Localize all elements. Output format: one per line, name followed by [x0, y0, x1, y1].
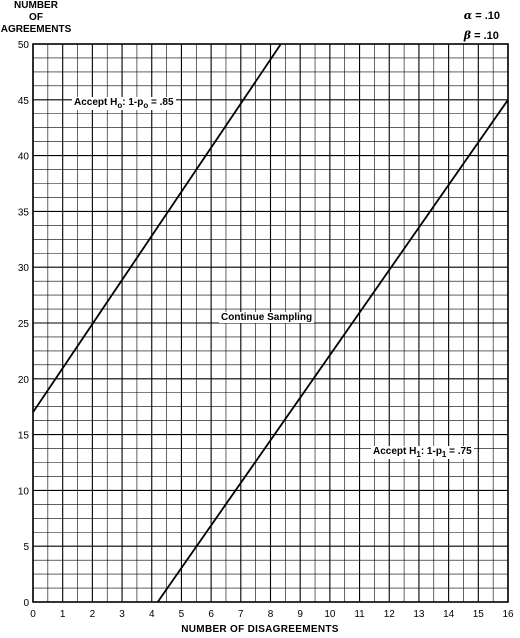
x-tick-label: 8	[268, 609, 274, 620]
accept-h0-boundary-line	[32, 43, 282, 413]
y-tick-label: 10	[18, 486, 30, 497]
x-tick-label: 10	[324, 609, 336, 620]
y-axis-label-line-3: AGREEMENTS	[0, 24, 72, 35]
y-tick-label: 25	[18, 319, 30, 330]
parameters: α = .10 β = .10	[464, 6, 500, 46]
y-tick-label: 45	[18, 96, 30, 107]
alpha-param: α = .10	[464, 6, 500, 26]
y-axis-label-line-1: NUMBER	[14, 0, 58, 11]
x-tick-label: 16	[502, 609, 514, 620]
beta-value: = .10	[474, 30, 499, 42]
y-tick-label: 0	[23, 598, 29, 609]
accept-h1-boundary-line	[156, 99, 509, 603]
plot-frame	[32, 43, 509, 603]
x-tick-label: 12	[384, 609, 396, 620]
series-lines	[32, 43, 509, 603]
beta-param: β = .10	[464, 26, 500, 46]
y-tick-label: 5	[23, 542, 29, 553]
x-tick-label: 9	[297, 609, 303, 620]
accept-h0-annotation: Accept Ho: 1-po = .85	[72, 97, 176, 110]
x-tick-label: 5	[179, 609, 185, 620]
x-axis-label: NUMBER OF DISAGREEMENTS	[181, 624, 339, 635]
x-tick-label: 0	[30, 609, 36, 620]
y-tick-label: 20	[18, 375, 30, 386]
y-axis-label-line-2: OF	[29, 12, 43, 23]
axes	[32, 43, 509, 603]
x-tick-label: 7	[238, 609, 244, 620]
x-tick-label: 15	[473, 609, 485, 620]
x-tick-label: 11	[354, 609, 365, 620]
y-tick-label: 35	[18, 207, 30, 218]
y-axis-label: NUMBER OF AGREEMENTS	[0, 0, 72, 36]
x-tick-label: 1	[60, 609, 66, 620]
x-tick-label: 13	[413, 609, 425, 620]
accept-h1-annotation: Accept H1: 1-p1 = .75	[371, 446, 474, 459]
x-tick-label: 6	[208, 609, 214, 620]
continue-sampling-annotation: Continue Sampling	[219, 312, 315, 323]
x-tick-label: 4	[149, 609, 155, 620]
y-tick-label: 50	[18, 40, 30, 51]
y-tick-label: 15	[18, 431, 30, 442]
x-tick-label: 3	[119, 609, 125, 620]
y-tick-label: 30	[18, 263, 30, 274]
alpha-value: = .10	[475, 10, 500, 22]
x-tick-label: 14	[443, 609, 455, 620]
y-tick-label: 40	[18, 152, 30, 163]
grid	[32, 43, 509, 603]
beta-symbol: β	[463, 29, 471, 42]
alpha-symbol: α	[463, 9, 473, 22]
x-tick-label: 2	[90, 609, 96, 620]
